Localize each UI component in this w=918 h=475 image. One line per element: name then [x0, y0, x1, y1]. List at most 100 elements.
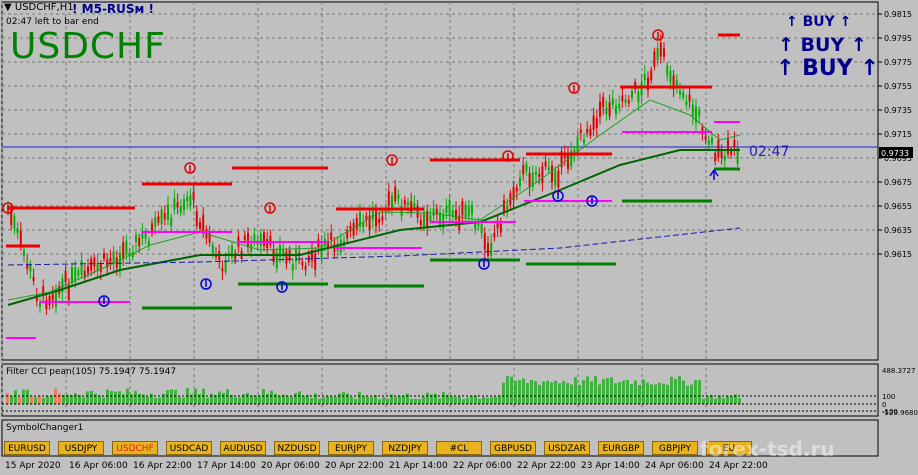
- cci-bar: [338, 393, 341, 404]
- cci-bar: [430, 394, 433, 404]
- price-tick-label: 0.9675: [884, 178, 912, 187]
- cci-bar: [698, 380, 701, 404]
- indicator-pane[interactable]: [1, 363, 879, 417]
- candle-body: [307, 255, 310, 263]
- cci-bar: [170, 389, 173, 404]
- cci-bar: [538, 384, 541, 404]
- cci-bar: [178, 397, 181, 404]
- candle-body: [643, 74, 646, 81]
- cci-bar: [154, 397, 157, 404]
- candle-body: [231, 245, 233, 258]
- ma-fast-line: [7, 99, 741, 301]
- candle-body: [595, 118, 598, 129]
- candle-body: [39, 302, 41, 308]
- cci-bar: [722, 398, 725, 404]
- cci-bar: [606, 378, 609, 404]
- dropdown-arrow-icon[interactable]: ▼: [4, 2, 12, 13]
- candle-body: [170, 217, 173, 227]
- cci-bar: [478, 398, 481, 404]
- symbol-button-cl[interactable]: #CL: [436, 441, 482, 455]
- watermark: forex-tsd.ru: [700, 437, 835, 461]
- candle-body: [77, 270, 80, 276]
- candle-body: [426, 211, 429, 228]
- cci-bar: [358, 392, 361, 404]
- symbol-button-gbpjpy[interactable]: GBPJPY: [652, 441, 698, 455]
- candle-body: [554, 170, 557, 186]
- candle-body: [122, 242, 125, 259]
- candle-body: [602, 96, 605, 108]
- candle-body: [410, 201, 413, 214]
- cci-bar: [454, 397, 457, 404]
- candle-body: [67, 284, 70, 300]
- candle-body: [368, 215, 371, 230]
- candle-body: [567, 153, 569, 170]
- symbol-button-eurjpy[interactable]: EURJPY: [328, 441, 374, 455]
- price-tick-label: 0.9735: [884, 106, 912, 115]
- cci-bar: [106, 389, 109, 404]
- symbol-button-usdzar[interactable]: USDZAR: [544, 441, 590, 455]
- header-badge: ! M5-RUSм !: [72, 2, 155, 16]
- candle-body: [522, 165, 525, 175]
- candle-body: [637, 92, 640, 103]
- candles-layer: [7, 34, 739, 315]
- candle-body: [525, 163, 528, 172]
- candle-body: [279, 244, 281, 258]
- cci-bar: [326, 396, 329, 404]
- cci-bar: [626, 380, 629, 404]
- symbol-button-eurusd[interactable]: EURUSD: [4, 441, 50, 455]
- candle-body: [10, 209, 13, 225]
- candle-body: [640, 82, 643, 96]
- candle-body: [330, 232, 333, 240]
- candle-body: [183, 198, 185, 211]
- candle-body: [669, 71, 672, 83]
- symbol-button-audusd[interactable]: AUDUSD: [220, 441, 266, 455]
- symbol-button-gbpusd[interactable]: GBPUSD: [490, 441, 536, 455]
- cci-bar: [246, 392, 249, 404]
- candle-body: [733, 139, 736, 147]
- cci-bar: [214, 394, 217, 404]
- cci-bar: [410, 398, 413, 404]
- candle-body: [157, 216, 160, 223]
- bar-timer-label: 02:47: [749, 144, 790, 160]
- candle-body: [109, 257, 112, 263]
- cci-bar: [462, 399, 465, 404]
- cci-bar: [14, 390, 17, 404]
- symbol-button-usdcad[interactable]: USDCAD: [166, 441, 212, 455]
- cci-bar: [242, 394, 245, 404]
- cci-bar: [458, 396, 461, 404]
- candle-body: [618, 103, 621, 109]
- cci-bar: [570, 384, 573, 404]
- cci-bar: [226, 389, 229, 404]
- symbol-button-nzdusd[interactable]: NZDUSD: [274, 441, 320, 455]
- cci-bar: [566, 383, 569, 404]
- cci-bar: [414, 398, 417, 404]
- time-tick-label: 22 Apr 06:00: [453, 461, 512, 471]
- candle-body: [173, 198, 176, 210]
- cci-bar: [506, 376, 509, 404]
- buy-signal-icon: [552, 190, 564, 202]
- cci-bar: [442, 392, 445, 404]
- symbol-button-eurgbp[interactable]: EURGBP: [598, 441, 644, 455]
- candle-body: [371, 209, 374, 221]
- cci-bar: [674, 378, 677, 404]
- cci-bar: [94, 393, 97, 404]
- candle-body: [471, 204, 473, 215]
- candle-body: [269, 235, 272, 246]
- cci-bar: [210, 393, 213, 404]
- candle-body: [346, 230, 349, 239]
- sell-signal-icon: [2, 202, 14, 214]
- candle-body: [535, 171, 537, 175]
- buy-signal-label: ↑ BUY ↑: [778, 34, 867, 56]
- cci-bar: [394, 397, 397, 404]
- symbol-button-usdchf[interactable]: USDCHF: [112, 441, 158, 455]
- cci-bar: [518, 380, 521, 404]
- symbol-button-nzdjpy[interactable]: NZDJPY: [382, 441, 428, 455]
- symbol-button-eu[interactable]: EU: [706, 441, 752, 455]
- candle-body: [224, 261, 227, 273]
- candle-body: [285, 251, 288, 264]
- price-tick-label: 0.9615: [884, 250, 912, 259]
- candle-body: [141, 231, 144, 239]
- symbol-button-usdjpy[interactable]: USDJPY: [58, 441, 104, 455]
